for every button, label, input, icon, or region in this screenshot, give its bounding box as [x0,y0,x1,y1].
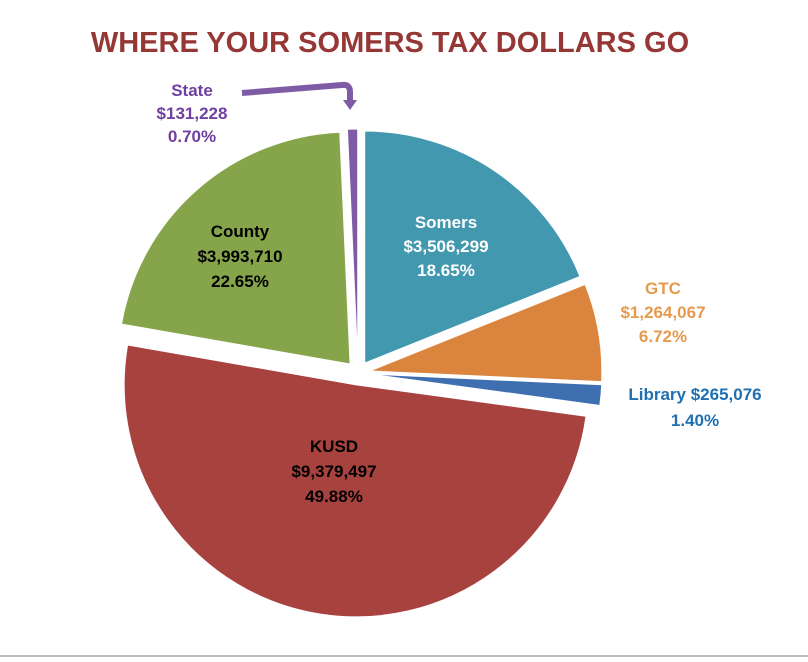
bottom-border [0,655,808,657]
pie-slice-library [369,373,603,407]
slice-label-kusd-percent: 49.88% [305,487,363,506]
pie-slice-gtc [369,283,603,383]
slice-label-kusd: KUSD $9,379,497 49.88% [291,437,376,506]
slice-label-gtc-name: GTC [645,279,681,298]
slice-label-library-name-value: Library $265,076 [628,385,761,404]
slice-label-somers-value: $3,506,299 [403,237,488,256]
slice-label-somers: Somers $3,506,299 18.65% [403,213,488,280]
slice-label-library-percent: 1.40% [671,411,719,430]
slice-label-county-name: County [211,222,270,241]
slice-label-county: County $3,993,710 22.65% [197,222,282,291]
slice-label-kusd-value: $9,379,497 [291,462,376,481]
pie-slice-state [346,128,359,362]
slice-label-county-value: $3,993,710 [197,247,282,266]
slice-label-state-name: State [171,81,213,100]
chart-title: WHERE YOUR SOMERS TAX DOLLARS GO [91,27,689,59]
slice-label-gtc-percent: 6.72% [639,327,687,346]
state-callout-arrowhead [343,100,357,110]
slice-label-kusd-name: KUSD [310,437,358,456]
slice-label-county-percent: 22.65% [211,272,269,291]
slices-layer [120,128,603,618]
slice-label-state-percent: 0.70% [168,127,216,146]
slice-label-somers-percent: 18.65% [417,261,475,280]
pie-slice-county [120,131,351,365]
slice-label-somers-name: Somers [415,213,477,232]
pie-slice-kusd [123,344,587,618]
slice-label-gtc: GTC $1,264,067 6.72% [620,279,705,346]
slice-label-state: State $131,228 0.70% [157,81,228,146]
labels-layer: Somers $3,506,299 18.65% GTC $1,264,067 6.72%… [157,81,762,506]
slice-label-state-value: $131,228 [157,104,228,123]
slice-label-library: Library $265,076 1.40% [628,385,761,430]
state-callout-leader [241,81,353,104]
pie-slice-somers [364,130,581,364]
slice-label-gtc-value: $1,264,067 [620,303,705,322]
